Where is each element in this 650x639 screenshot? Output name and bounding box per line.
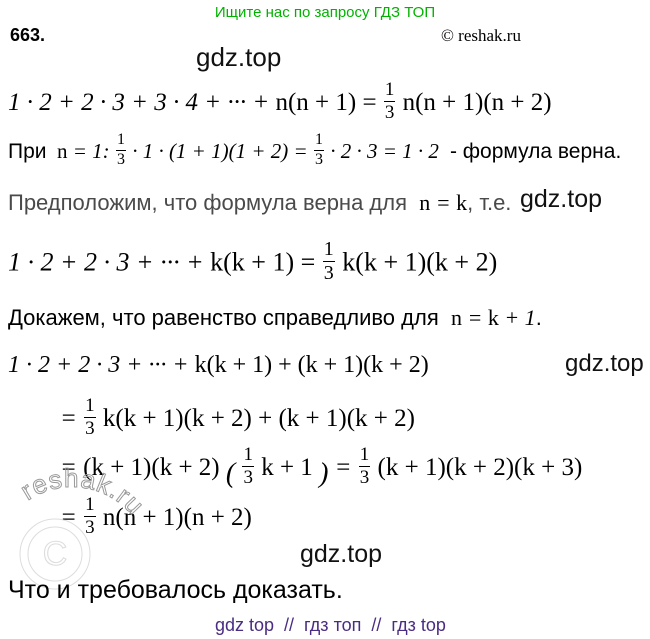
svg-text:C: C bbox=[43, 535, 68, 573]
svg-text:reshak.ru: reshak.ru bbox=[15, 463, 151, 521]
